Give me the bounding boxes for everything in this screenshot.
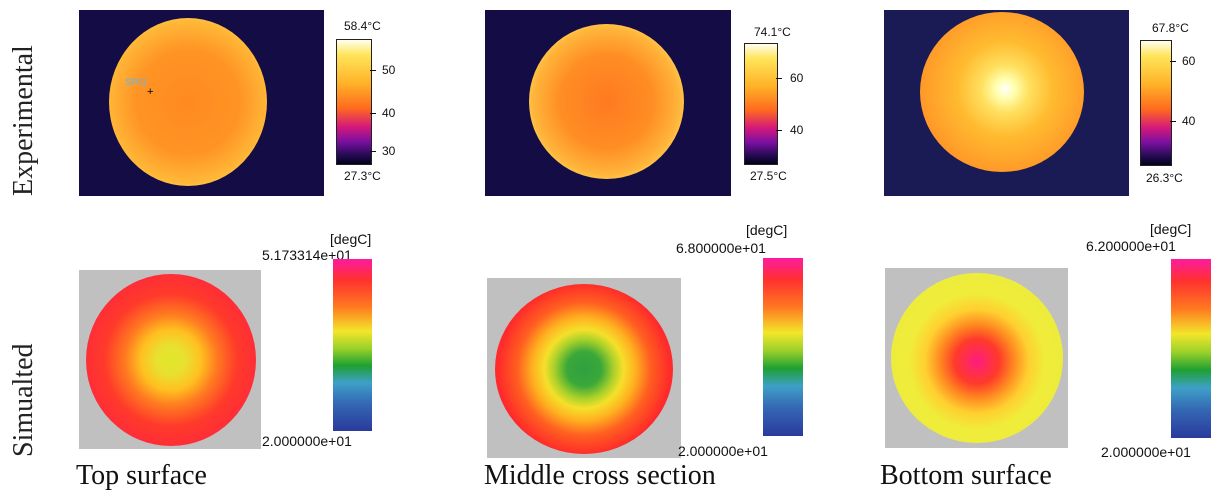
simulated-image-top [79, 270, 261, 449]
ir-max-label-top: 58.4°C [344, 19, 381, 33]
ir-min-label-bottom: 26.3°C [1146, 171, 1183, 185]
caption-bottom-surface: Bottom surface [880, 460, 1052, 491]
sim-min-label-middle: 2.000000e+01 [678, 443, 768, 459]
ir-tick-middle-60: 60 [790, 71, 804, 85]
sim-min-label-bottom: 2.000000e+01 [1101, 444, 1191, 460]
crosshair-icon: + [147, 86, 154, 98]
sim-max-label-bottom: 6.200000e+01 [1086, 238, 1176, 254]
ir-tick-top-40: 40 [382, 106, 396, 120]
ir-max-label-bottom: 67.8°C [1152, 21, 1189, 35]
sim-colorbar-middle [763, 258, 803, 436]
ir-tick-top-30: 30 [382, 144, 396, 158]
ir-tick-bottom-40: 40 [1182, 114, 1196, 128]
row-label-experimental: Experimental [8, 45, 39, 196]
thermal-image-bottom [884, 10, 1129, 196]
simulated-image-middle [487, 278, 681, 458]
ir-max-label-middle: 74.1°C [754, 25, 791, 39]
ir-tick-top-50: 50 [382, 63, 396, 77]
thermal-image-middle [485, 10, 731, 196]
thermal-image-top: SP01 + [79, 10, 324, 196]
simulated-image-bottom [885, 268, 1068, 448]
ir-min-label-top: 27.3°C [344, 169, 381, 183]
ir-colorbar-bottom [1140, 40, 1172, 166]
sim-colorbar-top [333, 259, 372, 431]
sim-max-label-middle: 6.800000e+01 [676, 240, 766, 256]
ir-colorbar-top [336, 39, 372, 165]
row-label-simulated: Simualted [8, 343, 39, 457]
sim-unit-label-bottom: [degC] [1150, 221, 1192, 237]
sim-max-label-top: 5.173314e+01 [262, 247, 352, 263]
ir-tick-middle-40: 40 [790, 123, 804, 137]
sim-min-label-top: 2.000000e+01 [262, 433, 352, 449]
spot-marker-label: SP01 [125, 77, 148, 87]
caption-top-surface: Top surface [76, 460, 207, 491]
caption-middle-cross-section: Middle cross section [484, 460, 716, 491]
sim-colorbar-bottom [1171, 259, 1211, 438]
sim-unit-label-top: [degC] [330, 231, 372, 247]
ir-min-label-middle: 27.5°C [750, 169, 787, 183]
ir-colorbar-middle [744, 43, 778, 165]
sim-unit-label-middle: [degC] [746, 222, 788, 238]
ir-tick-bottom-60: 60 [1182, 54, 1196, 68]
